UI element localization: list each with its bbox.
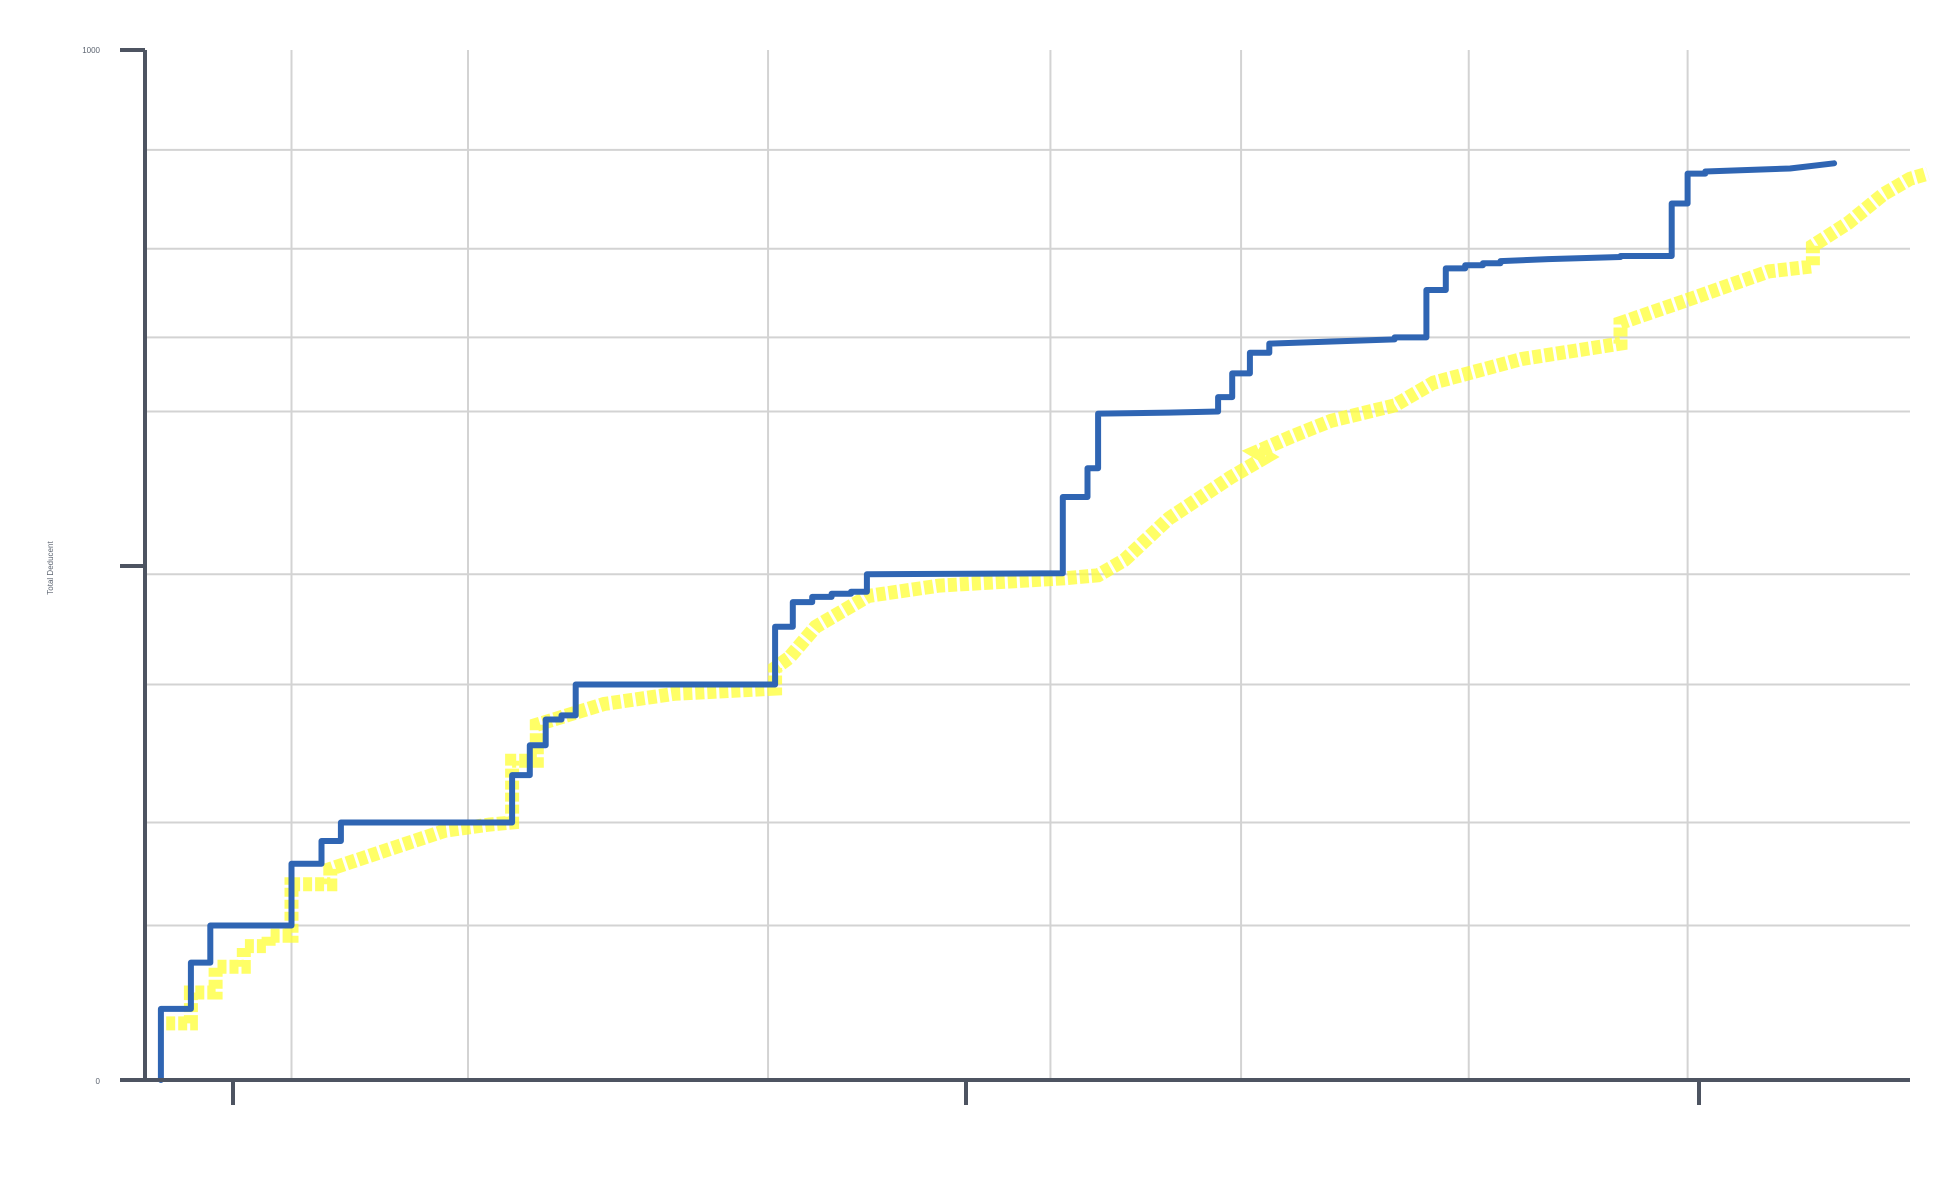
- band-layer: [166, 166, 1930, 1031]
- series-band-line: [166, 166, 1930, 1031]
- series-actual-line: [157, 160, 1838, 1083]
- y-tick-label-1000: 1000: [82, 46, 100, 55]
- grid-layer: [145, 50, 1910, 1080]
- line-layer: [157, 160, 1838, 1083]
- axis-layer: [120, 48, 1910, 1105]
- y-tick-label-0: 0: [96, 1077, 101, 1086]
- y-axis-title: Total Deducent: [46, 541, 55, 595]
